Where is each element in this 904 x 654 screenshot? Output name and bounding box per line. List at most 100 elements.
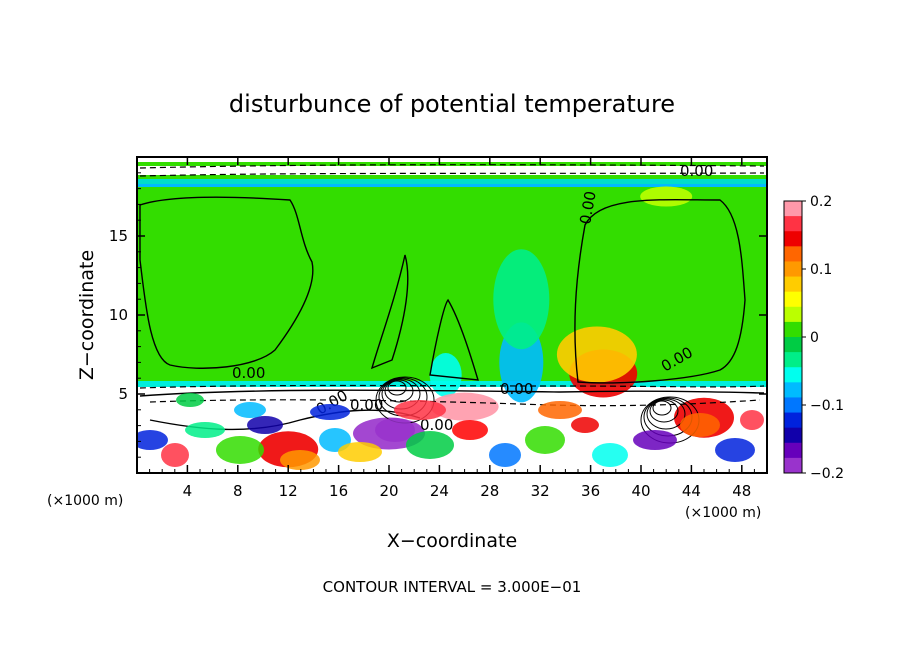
lower-layer-blob — [216, 436, 264, 464]
zero-contour-line — [139, 389, 765, 397]
y-tick-label: 5 — [118, 385, 128, 403]
negative-contour-line — [139, 384, 765, 389]
colorbar-swatch — [784, 246, 802, 262]
contour-swirl — [384, 379, 414, 403]
lower-layer-blobs — [137, 393, 764, 470]
colorbar-swatch — [784, 231, 802, 247]
contour-label: 0.00 — [576, 190, 600, 226]
lower-layer-blob — [176, 393, 204, 407]
y-axis: 5 10 15 — [109, 172, 767, 458]
contour-swirl — [387, 380, 407, 396]
colorbar-tick-label: −0.2 — [810, 466, 844, 482]
lower-layer-blob — [161, 443, 189, 467]
lower-layer-blob — [571, 417, 599, 433]
colorbar-swatch — [784, 276, 802, 293]
contour-interval-note: CONTOUR INTERVAL = 3.000E−01 — [323, 578, 582, 596]
x-tick-label: 12 — [279, 482, 298, 500]
colorbar-swatch — [784, 321, 802, 338]
lower-layer-blob — [489, 443, 521, 467]
colorbar-swatch — [784, 367, 802, 383]
colorbar-swatch — [784, 442, 802, 459]
contour-swirl — [646, 398, 686, 430]
x-tick-label: 48 — [732, 482, 751, 500]
x-tick-label: 24 — [430, 482, 449, 500]
colorbar-swatch — [784, 216, 802, 232]
x-tick-label: 4 — [183, 482, 193, 500]
contour-label: 0.00 — [232, 364, 265, 382]
negative-contour-line — [139, 164, 765, 169]
lower-layer-blob — [234, 402, 266, 418]
x-tick-label: 16 — [329, 482, 348, 500]
zero-contour-line — [139, 196, 314, 369]
y-axis-title: Z−coordinate — [76, 250, 98, 380]
x-unit-left: (×1000 m) — [47, 493, 123, 509]
lower-layer-blob — [185, 422, 225, 438]
zero-contour-line — [429, 298, 479, 381]
x-axis-title: X−coordinate — [387, 530, 517, 552]
lower-layer-blob — [310, 404, 350, 420]
colorbar-swatch — [784, 352, 802, 368]
lower-layer-blob — [338, 442, 382, 462]
colorbar-swatch — [784, 291, 802, 308]
x-tick-label: 40 — [631, 482, 650, 500]
field-feature — [493, 249, 550, 350]
x-axis: 4 8 12 16 20 24 28 32 36 40 44 48 — [149, 157, 755, 500]
contour-label: 0.00 — [420, 416, 453, 434]
lower-layer-blob — [375, 418, 415, 442]
colorbar-tick-label: −0.1 — [810, 398, 844, 414]
lower-layer-blob — [394, 400, 446, 420]
colorbar-tick-label: 0 — [810, 330, 819, 346]
colorbar-swatch — [784, 412, 802, 429]
colorbar-swatch — [784, 457, 802, 474]
y-tick-label: 15 — [109, 227, 128, 245]
lower-layer-blob — [633, 430, 677, 450]
colorbar-tick-label: 0.2 — [810, 194, 832, 210]
lower-layer-blob — [137, 430, 168, 450]
colorbar-swatch — [784, 306, 802, 323]
x-tick-label: 44 — [682, 482, 701, 500]
lower-layer-blob — [715, 438, 755, 462]
colorbar-swatch — [784, 261, 802, 278]
negative-contour-line — [149, 399, 761, 407]
stratosphere-band — [137, 166, 767, 175]
colorbar-swatch — [784, 382, 802, 398]
colorbar-swatch — [784, 201, 802, 217]
negative-contour-line — [139, 172, 765, 177]
contour-swirl — [652, 400, 672, 416]
x-tick-label: 8 — [233, 482, 243, 500]
lower-layer-blob — [592, 443, 628, 467]
lower-layer-blob — [680, 413, 720, 437]
x-tick-label: 32 — [531, 482, 550, 500]
plot-area: 0.000.000.000.000.000.000.000.00 — [137, 157, 767, 473]
x-tick-label: 36 — [581, 482, 600, 500]
x-tick-label: 20 — [379, 482, 398, 500]
stratosphere-band — [137, 157, 767, 162]
lower-layer-blob — [280, 450, 320, 470]
zero-contour-line — [370, 254, 409, 370]
colorbar-swatch — [784, 397, 802, 414]
y-tick-label: 10 — [109, 306, 128, 324]
lower-layer-blob — [740, 410, 764, 430]
colorbar: 0.2 0.1 0 −0.1 −0.2 — [783, 194, 844, 482]
contour-label: 0.00 — [680, 162, 713, 180]
field-feature — [556, 326, 637, 383]
x-tick-label: 28 — [480, 482, 499, 500]
x-unit-right: (×1000 m) — [685, 505, 761, 521]
contour-label: 0.00 — [350, 396, 383, 414]
lower-layer-blob — [538, 401, 582, 419]
lower-layer-blob — [525, 426, 565, 454]
contour-label: 0.00 — [500, 380, 533, 398]
field-feature — [640, 186, 693, 207]
colorbar-tick-label: 0.1 — [810, 262, 832, 278]
tropopause-band — [137, 184, 767, 187]
zero-contour-line — [574, 198, 746, 384]
field-feature — [430, 392, 499, 421]
tropopause-band — [137, 179, 767, 184]
colorbar-swatch — [784, 427, 802, 444]
contour-swirl — [649, 399, 679, 423]
lower-layer-blob — [406, 431, 454, 459]
lower-layer-blob — [452, 420, 488, 440]
lower-layer-blob — [247, 416, 283, 434]
colorbar-swatch — [784, 337, 802, 353]
